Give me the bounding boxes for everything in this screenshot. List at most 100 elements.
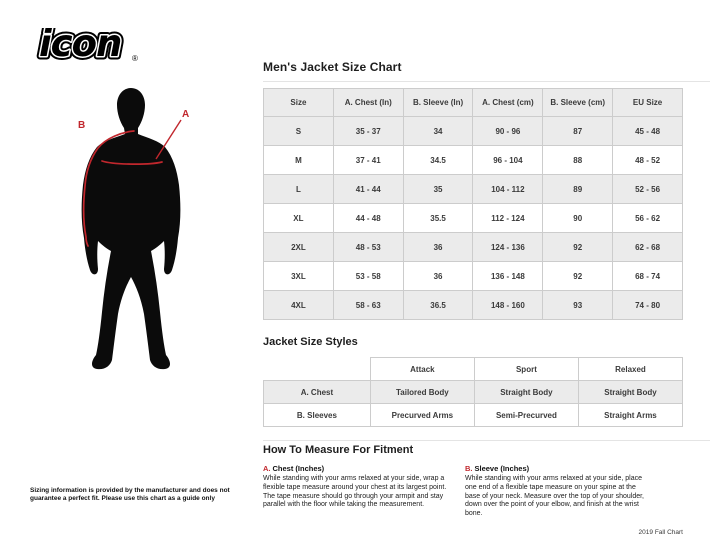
- figure-label-b: B: [78, 120, 85, 131]
- table-cell: 3XL: [263, 261, 334, 291]
- logo-outline-layer: icon: [39, 28, 121, 64]
- styles-table: Attack Sport Relaxed A. Chest Tailored Body S…: [263, 357, 684, 427]
- table-row: S 35 - 37 34 90 - 96 87 45 - 48: [263, 116, 683, 146]
- icon-brand-logo: icon icon icon ®: [36, 28, 139, 64]
- column-header: B. Sleeve (In): [402, 88, 474, 117]
- table-row: XL 44 - 48 35.5 112 - 124 90 56 - 62: [263, 203, 683, 233]
- table-cell: 35 - 37: [332, 116, 404, 146]
- chest-body-text: While standing with your arms relaxed at…: [263, 475, 447, 509]
- table-row: M 37 - 41 34.5 96 - 104 88 48 - 52: [263, 145, 683, 175]
- table-cell: Precurved Arms: [369, 403, 475, 427]
- chest-heading-prefix: A.: [263, 464, 271, 473]
- title-divider: [263, 81, 710, 82]
- styles-title: Jacket Size Styles: [263, 336, 358, 348]
- table-cell: 4XL: [263, 290, 334, 320]
- table-cell: 93: [542, 290, 614, 320]
- column-header: Sport: [473, 357, 579, 381]
- table-cell: 136 - 148: [472, 261, 544, 291]
- table-cell: 56 - 62: [612, 203, 683, 233]
- column-header: Attack: [369, 357, 475, 381]
- table-cell: 89: [542, 174, 614, 204]
- measure-title: How To Measure For Fitment: [263, 444, 414, 456]
- table-cell: 36.5: [402, 290, 474, 320]
- table-cell: 44 - 48: [332, 203, 404, 233]
- table-row: 3XL 53 - 58 36 136 - 148 92 68 - 74: [263, 261, 683, 291]
- table-row: 4XL 58 - 63 36.5 148 - 160 93 74 - 80: [263, 290, 683, 320]
- table-cell: 34: [402, 116, 474, 146]
- column-header: B. Sleeve (cm): [542, 88, 614, 117]
- measure-divider: [263, 440, 710, 441]
- table-cell: 74 - 80: [612, 290, 683, 320]
- table-header-row: Attack Sport Relaxed: [264, 357, 684, 381]
- table-cell: XL: [263, 203, 334, 233]
- figure-label-a: A: [182, 109, 189, 120]
- table-cell: 68 - 74: [612, 261, 683, 291]
- chest-instructions: A. Chest (Inches) While standing with you…: [263, 464, 449, 519]
- table-cell: 90 - 96: [472, 116, 544, 146]
- table-cell: A. Chest: [263, 380, 371, 404]
- table-cell: 41 - 44: [332, 174, 404, 204]
- table-cell: 37 - 41: [332, 145, 404, 175]
- table-cell: Semi-Precurved: [473, 403, 579, 427]
- size-chart-table: Size A. Chest (In) B. Sleeve (In) A. Chest …: [263, 88, 683, 320]
- sleeve-heading: B. Sleeve (Inches): [465, 464, 651, 473]
- chest-heading: A. Chest (Inches): [263, 464, 449, 473]
- measurement-figure: B A: [78, 88, 189, 370]
- table-cell: B. Sleeves: [263, 403, 371, 427]
- measure-instructions: A. Chest (Inches) While standing with you…: [263, 464, 683, 519]
- registered-mark: ®: [132, 54, 138, 63]
- table-row: L 41 - 44 35 104 - 112 89 52 - 56: [263, 174, 683, 204]
- table-cell: 52 - 56: [612, 174, 683, 204]
- table-cell: 90: [542, 203, 614, 233]
- table-cell: 96 - 104: [472, 145, 544, 175]
- table-cell: 92: [542, 261, 614, 291]
- table-cell: 58 - 63: [332, 290, 404, 320]
- table-row: A. Chest Tailored Body Straight Body Straig…: [263, 380, 684, 404]
- table-cell: S: [263, 116, 334, 146]
- chest-heading-text: Chest (Inches): [272, 464, 325, 473]
- styles-section: Jacket Size Styles Attack Sport Relaxed A. …: [263, 336, 710, 427]
- content-column: Men's Jacket Size Chart Size A. Chest (In…: [263, 60, 710, 536]
- sleeve-body-text: While standing with your arms relaxed at…: [465, 475, 644, 518]
- table-cell: 92: [542, 232, 614, 262]
- column-header: EU Size: [612, 88, 683, 117]
- table-cell: Straight Body: [473, 380, 579, 404]
- body-silhouette: [81, 88, 181, 370]
- chest-pointer-line: [155, 119, 182, 160]
- table-cell: 124 - 136: [472, 232, 544, 262]
- table-cell: 36: [402, 261, 474, 291]
- table-cell: 36: [402, 232, 474, 262]
- column-header: A. Chest (In): [332, 88, 404, 117]
- column-header: Relaxed: [577, 357, 684, 381]
- column-header: [264, 358, 371, 381]
- sleeve-heading-prefix: B.: [465, 464, 473, 473]
- sleeve-heading-text: Sleeve (Inches): [474, 464, 530, 473]
- table-cell: 112 - 124: [472, 203, 544, 233]
- table-cell: 35: [402, 174, 474, 204]
- table-header-row: Size A. Chest (In) B. Sleeve (In) A. Chest …: [263, 88, 683, 117]
- table-cell: Tailored Body: [369, 380, 475, 404]
- table-row: B. Sleeves Precurved Arms Semi-Precurved St…: [263, 403, 684, 427]
- table-cell: 34.5: [402, 145, 474, 175]
- table-cell: 104 - 112: [472, 174, 544, 204]
- table-row: 2XL 48 - 53 36 124 - 136 92 62 - 68: [263, 232, 683, 262]
- logo-core-layer: icon: [39, 28, 121, 64]
- table-cell: 62 - 68: [612, 232, 683, 262]
- column-header: A. Chest (cm): [472, 88, 544, 117]
- chest-measure-line: [101, 160, 163, 165]
- table-cell: 148 - 160: [472, 290, 544, 320]
- table-cell: 2XL: [263, 232, 334, 262]
- table-cell: 88: [542, 145, 614, 175]
- disclaimer-text: Sizing information is provided by the ma…: [30, 487, 230, 502]
- table-cell: 35.5: [402, 203, 474, 233]
- table-cell: 48 - 53: [332, 232, 404, 262]
- sleeve-instructions: B. Sleeve (Inches) While standing with yo…: [465, 464, 651, 519]
- table-cell: 87: [542, 116, 614, 146]
- logo-inline-layer: icon: [39, 28, 121, 64]
- table-cell: M: [263, 145, 334, 175]
- sleeve-measure-line: [82, 130, 135, 247]
- table-cell: 53 - 58: [332, 261, 404, 291]
- table-cell: Straight Arms: [577, 403, 684, 427]
- table-cell: L: [263, 174, 334, 204]
